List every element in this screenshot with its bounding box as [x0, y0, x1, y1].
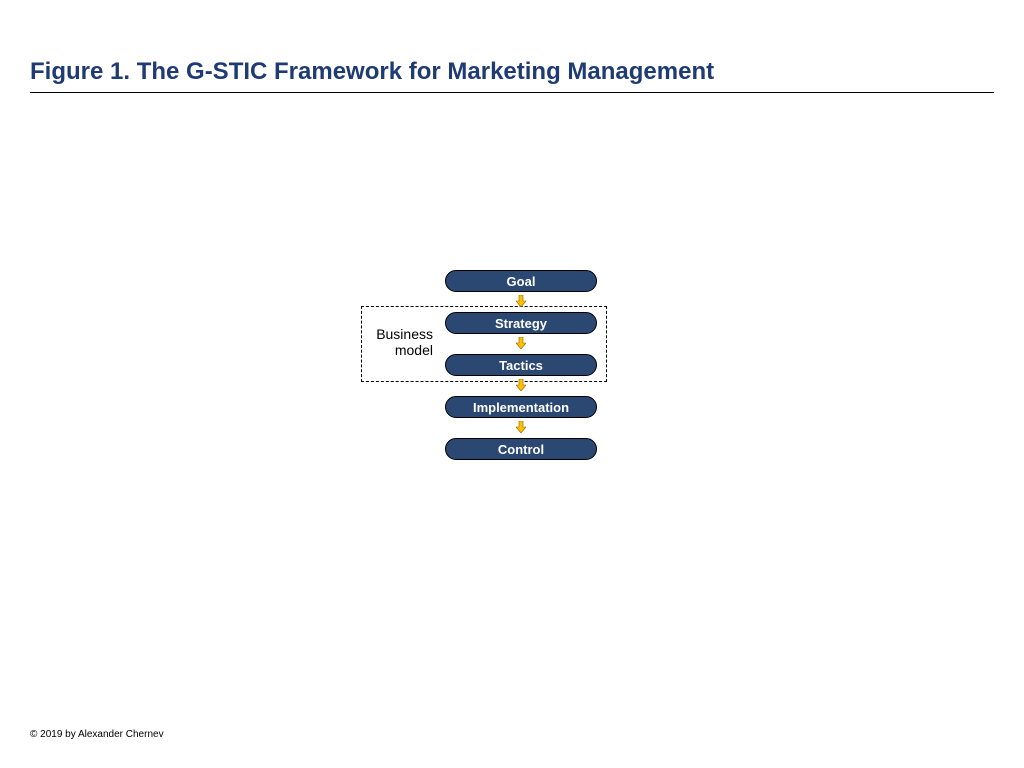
- node-goal: Goal: [445, 270, 597, 292]
- node-strategy-label: Strategy: [495, 316, 547, 331]
- node-strategy: Strategy: [445, 312, 597, 334]
- title-rule: [30, 92, 994, 93]
- node-implementation: Implementation: [445, 396, 597, 418]
- arrow-down-icon: [516, 421, 526, 433]
- business-model-label-line1: Business: [376, 326, 433, 342]
- node-tactics: Tactics: [445, 354, 597, 376]
- arrow-down-icon: [516, 295, 526, 307]
- arrow-down-icon: [516, 379, 526, 391]
- node-implementation-label: Implementation: [473, 400, 569, 415]
- copyright-footer: © 2019 by Alexander Chernev: [30, 729, 164, 740]
- node-control: Control: [445, 438, 597, 460]
- business-model-label: Business model: [369, 326, 433, 358]
- arrow-down-icon: [516, 337, 526, 349]
- node-control-label: Control: [498, 442, 544, 457]
- node-goal-label: Goal: [507, 274, 536, 289]
- figure-title: Figure 1. The G-STIC Framework for Marke…: [30, 58, 714, 86]
- node-tactics-label: Tactics: [499, 358, 543, 373]
- gstic-diagram: Business model Goal Strategy Tactics Imp…: [345, 270, 665, 490]
- business-model-label-line2: model: [395, 342, 433, 358]
